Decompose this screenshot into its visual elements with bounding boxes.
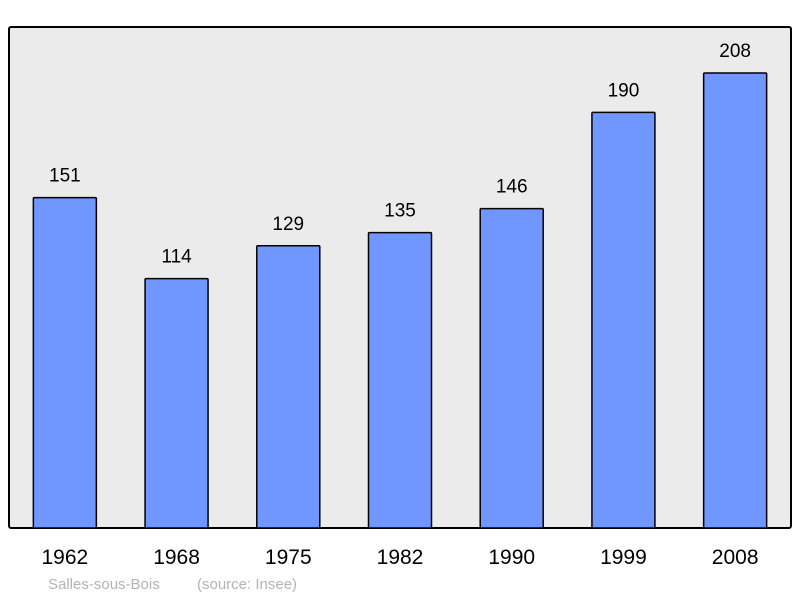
data-label-1999: 190 bbox=[608, 80, 640, 101]
data-label-2008: 208 bbox=[719, 41, 751, 62]
footer-place: Salles-sous-Bois bbox=[48, 576, 160, 593]
data-label-1982: 135 bbox=[384, 201, 416, 222]
bar-1982 bbox=[367, 231, 433, 529]
bar-1962 bbox=[32, 196, 98, 529]
x-tick-label: 2008 bbox=[712, 546, 759, 569]
data-label-1968: 114 bbox=[161, 247, 192, 268]
bar-1999 bbox=[591, 111, 656, 529]
bar-1968 bbox=[144, 277, 209, 529]
bar-1990 bbox=[479, 207, 544, 529]
bar-2008 bbox=[702, 72, 768, 529]
x-tick-label: 1990 bbox=[488, 546, 535, 569]
x-tick-label: 1999 bbox=[600, 546, 647, 569]
x-tick-label: 1962 bbox=[41, 546, 88, 569]
x-tick-label: 1975 bbox=[265, 546, 312, 569]
data-label-1975: 129 bbox=[272, 214, 304, 235]
x-tick-label: 1982 bbox=[377, 546, 424, 569]
footer-source: (source: Insee) bbox=[197, 576, 297, 593]
data-label-1990: 146 bbox=[496, 177, 528, 198]
x-tick-label: 1968 bbox=[153, 546, 200, 569]
bar-1975 bbox=[256, 245, 321, 529]
data-label-1962: 151 bbox=[49, 166, 81, 187]
